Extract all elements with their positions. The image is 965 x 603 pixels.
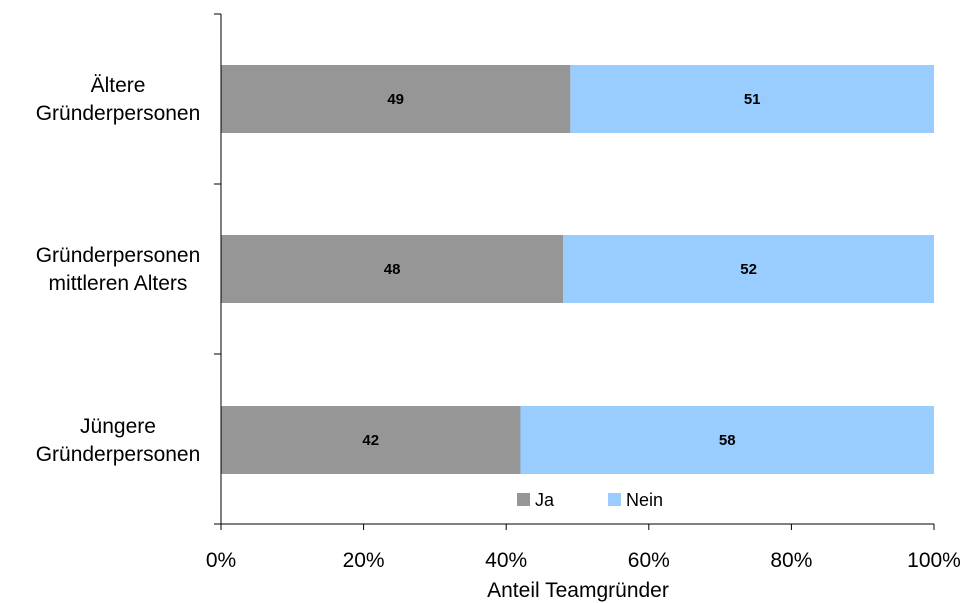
bar-nein-0 <box>570 65 934 133</box>
bars-layer <box>221 65 934 474</box>
labels-layer: 49 51 Ältere Gründerpersonen 48 52 Gründerpers… <box>36 74 761 466</box>
category-label: Gründerpersonen <box>36 102 201 125</box>
bar-ja-1 <box>221 235 564 303</box>
legend-swatch-ja <box>517 493 530 506</box>
data-label: 49 <box>387 91 404 108</box>
legend: Ja Nein <box>517 490 663 510</box>
x-tick-label: 60% <box>628 549 670 572</box>
bar-ja-0 <box>221 65 571 133</box>
bar-nein-2 <box>520 406 934 474</box>
bar-ja-2 <box>221 406 521 474</box>
data-label: 52 <box>740 261 757 278</box>
category-label: Gründerpersonen <box>36 443 201 466</box>
x-tick-label: 20% <box>343 549 385 572</box>
category-label: Gründerpersonen <box>36 244 201 267</box>
category-label: Jüngere <box>80 415 156 438</box>
x-tick-label: 40% <box>485 549 527 572</box>
legend-label-ja: Ja <box>535 490 555 510</box>
x-tick-label: 100% <box>907 549 961 572</box>
data-label: 58 <box>719 432 736 449</box>
bar-nein-1 <box>563 235 934 303</box>
legend-swatch-nein <box>608 493 621 506</box>
data-label: 48 <box>384 261 401 278</box>
x-axis-title: Anteil Teamgründer <box>487 579 669 602</box>
category-label: mittleren Alters <box>49 272 188 295</box>
legend-label-nein: Nein <box>626 490 663 510</box>
category-label: Ältere <box>91 74 146 97</box>
data-label: 51 <box>744 91 761 108</box>
axes-layer: 0% 20% 40% 60% 80% 100% <box>206 13 961 572</box>
x-tick-label: 0% <box>206 549 236 572</box>
x-tick-label: 80% <box>770 549 812 572</box>
data-label: 42 <box>362 432 379 449</box>
